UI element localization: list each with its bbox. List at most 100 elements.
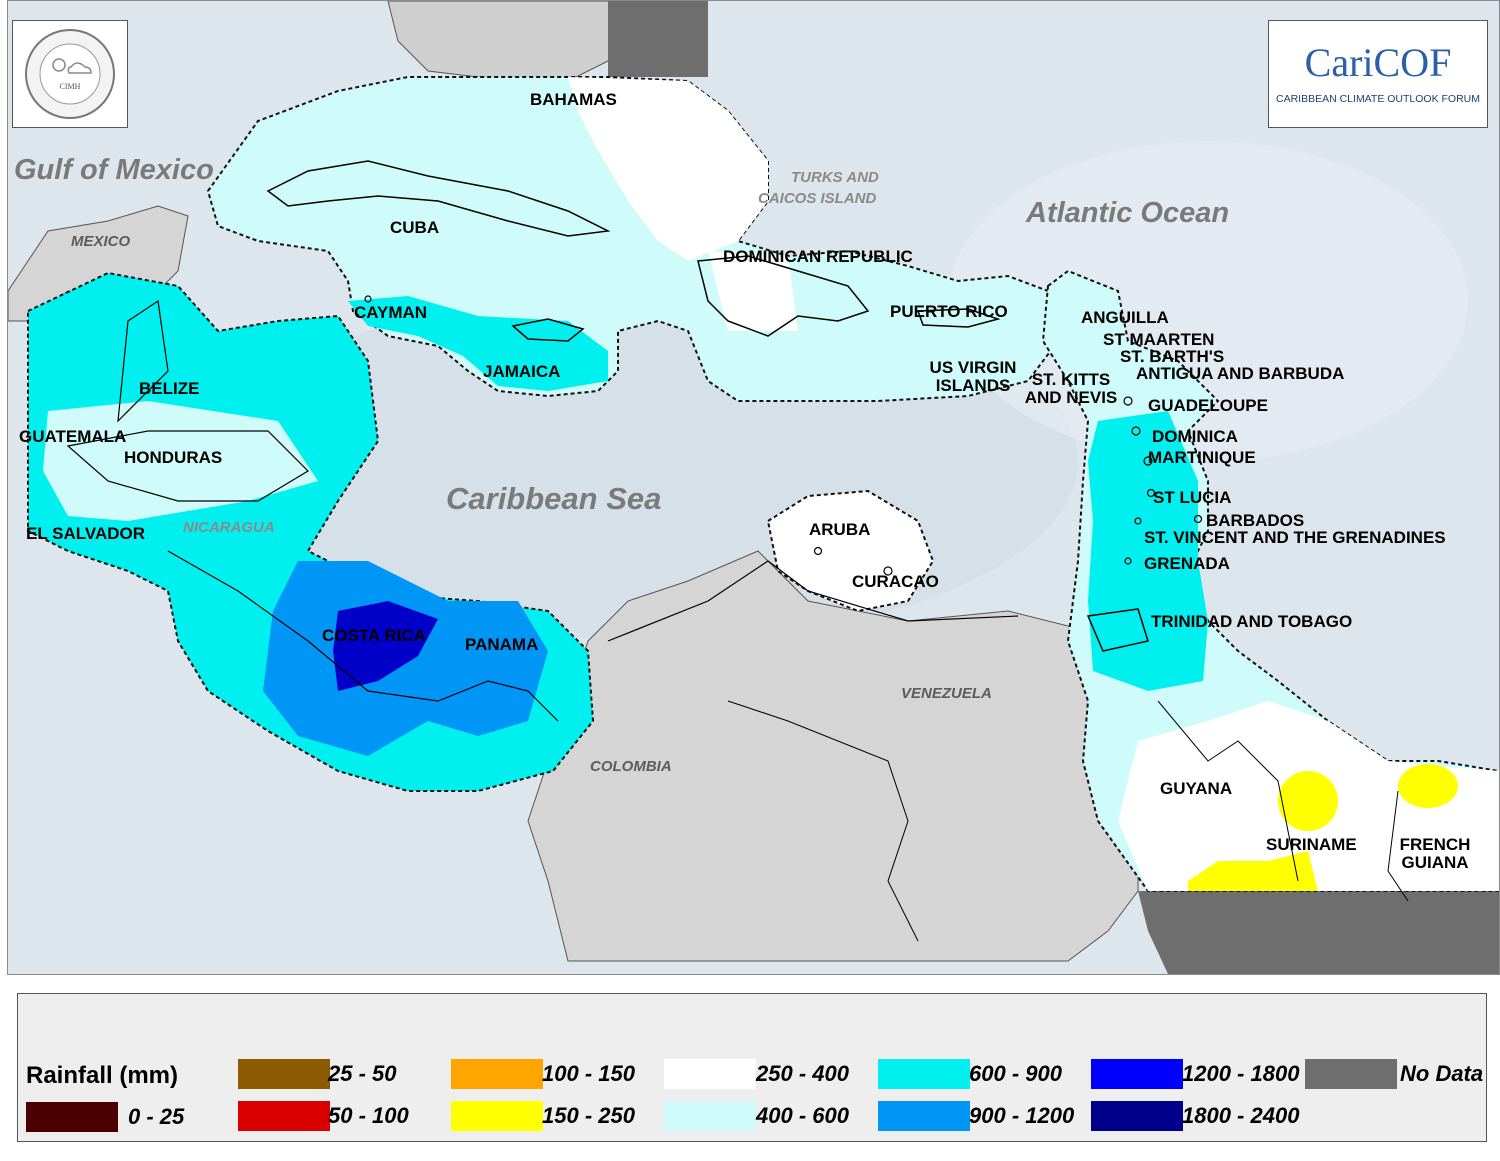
label-colombia: COLOMBIA (590, 758, 672, 775)
legend-swatch-25-50 (238, 1059, 330, 1089)
forecast-bahamas-250-400 (568, 77, 768, 261)
label-gulf-of-mexico: Gulf of Mexico (14, 154, 214, 186)
legend-label-25-50: 25 - 50 (328, 1061, 397, 1086)
label-puerto-rico: PUERTO RICO (890, 302, 1008, 321)
label-st-lucia: ST LUCIA (1153, 488, 1232, 507)
legend-swatch-400-600 (664, 1101, 756, 1131)
label-jamaica: JAMAICA (483, 362, 561, 381)
label-french-guiana: FRENCH GUIANA (1390, 836, 1480, 872)
forecast-suriname-south-150-250 (1188, 851, 1318, 891)
label-turks-caicos-line2: CAICOS ISLAND (758, 190, 877, 207)
label-suriname: SURINAME (1266, 835, 1357, 854)
martinique-outline (1143, 456, 1153, 466)
map-graphic (8, 1, 1499, 974)
label-mexico: MEXICO (71, 233, 131, 250)
dominica-outline (1131, 426, 1141, 436)
jamaica-outline (511, 318, 585, 342)
no-data-south (1138, 891, 1499, 974)
isthmus-outline (167, 550, 559, 722)
cimh-logo: CIMH (12, 20, 128, 128)
label-grenada: GRENADA (1144, 554, 1230, 573)
label-caribbean-sea: Caribbean Sea (446, 481, 662, 516)
legend-swatch-150-250 (451, 1101, 543, 1131)
label-honduras: HONDURAS (124, 448, 223, 467)
legend-swatch-250-400 (664, 1059, 756, 1089)
label-us-virgin-islands-line1: US VIRGIN (929, 358, 1017, 377)
label-dominica: DOMINICA (1152, 427, 1238, 446)
cuba-outline (266, 160, 611, 237)
legend-label-400-600: 400 - 600 (756, 1103, 849, 1128)
label-cayman: CAYMAN (354, 303, 428, 322)
cayman-outline (364, 295, 372, 303)
legend-swatch-no-data (1305, 1059, 1397, 1089)
label-el-salvador: EL SALVADOR (26, 524, 146, 543)
cloud-icon (67, 62, 92, 74)
honduras-outline (66, 430, 309, 502)
label-panama: PANAMA (465, 635, 539, 654)
legend-label-250-400: 250 - 400 (756, 1061, 849, 1086)
legend-swatch-1200-1800 (1091, 1059, 1183, 1089)
label-french-guiana-line2: GUIANA (1401, 852, 1469, 872)
forecast-hispaniola-250-400 (708, 251, 798, 331)
legend-label-150-250: 150 - 250 (542, 1103, 635, 1128)
label-cuba: CUBA (390, 218, 440, 237)
label-antigua-barbuda: ANTIGUA AND BARBUDA (1136, 364, 1345, 383)
legend-swatch-900-1200 (878, 1101, 970, 1131)
suriname-french-guiana-border (1387, 790, 1409, 902)
label-barbados: BARBADOS (1206, 511, 1305, 530)
label-martinique: MARTINIQUE (1148, 448, 1256, 467)
rainfall-legend: Rainfall (mm) 0 - 25 25 - 50 50 - 100 10… (17, 993, 1487, 1142)
rainfall-map: Gulf of Mexico Atlantic Ocean Caribbean … (7, 0, 1500, 975)
label-venezuela: VENEZUELA (901, 685, 992, 702)
label-dominican-republic: DOMINICAN REPUBLIC (723, 247, 913, 266)
label-us-virgin-islands-line2: ISLANDS (935, 375, 1011, 395)
label-nicaragua: NICARAGUA (183, 519, 275, 536)
legend-swatch-600-900 (878, 1059, 970, 1089)
st-vincent-outline (1134, 517, 1142, 525)
legend-label-600-900: 600 - 900 (969, 1061, 1062, 1086)
label-st-maarten: ST MAARTEN (1103, 330, 1215, 349)
forecast-abc-islands (766, 489, 935, 613)
label-anguilla: ANGUILLA (1081, 308, 1169, 327)
aruba-outline (813, 546, 823, 556)
puerto-rico-outline (916, 308, 1001, 328)
label-guatemala: GUATEMALA (19, 427, 127, 446)
label-us-virgin-islands: US VIRGIN ISLANDS (923, 359, 1023, 395)
forecast-windward-islands-600-900 (1088, 411, 1208, 691)
barbados-outline (1193, 514, 1203, 524)
caricof-logo: CariCOF CARIBBEAN CLIMATE OUTLOOK FORUM (1268, 20, 1488, 128)
label-french-guiana-line1: FRENCH (1399, 835, 1471, 854)
forecast-french-guiana-150-250 (1398, 764, 1458, 808)
south-america-coast (607, 560, 1019, 642)
legend-swatch-0-25 (26, 1102, 118, 1132)
curacao-outline (883, 566, 893, 576)
cimh-seal-inner (39, 43, 101, 105)
st-lucia-outline (1146, 488, 1156, 498)
legend-title: Rainfall (mm) (26, 1062, 179, 1089)
legend-label-1800-2400: 1800 - 2400 (1182, 1103, 1300, 1128)
label-atlantic-ocean: Atlantic Ocean (1026, 197, 1230, 229)
label-st-kitts-nevis: ST. KITTS AND NEVIS (1021, 371, 1121, 407)
belize-outline (117, 299, 169, 423)
label-aruba: ARUBA (809, 520, 871, 539)
label-curacao: CURACAO (852, 572, 939, 591)
label-st-kitts-nevis-line2: AND NEVIS (1024, 387, 1118, 407)
caricof-logo-name: CariCOF (1304, 40, 1452, 85)
legend-label-1200-1800: 1200 - 1800 (1182, 1061, 1300, 1086)
trinidad-outline (1086, 608, 1149, 652)
legend-swatch-50-100 (238, 1101, 330, 1131)
sun-icon (52, 58, 66, 72)
legend-label-no-data: No Data (1400, 1061, 1484, 1086)
label-st-vincent-grenadines: ST. VINCENT AND THE GRENADINES (1144, 528, 1446, 547)
mexico-land (8, 205, 189, 322)
cimh-seal: CIMH (25, 29, 115, 119)
colombia-venezuela-border (727, 700, 919, 942)
label-guyana: GUYANA (1160, 779, 1233, 798)
legend-label-0-25: 0 - 25 (128, 1104, 185, 1129)
guadeloupe-outline (1123, 396, 1133, 406)
caricof-logo-subtitle: CARIBBEAN CLIMATE OUTLOOK FORUM (1276, 93, 1480, 105)
forecast-costa-rica-1800-2400 (333, 601, 438, 691)
label-guadeloupe: GUADELOUPE (1148, 396, 1268, 415)
guyana-suriname-border (1157, 700, 1299, 882)
legend-swatch-100-150 (451, 1059, 543, 1089)
